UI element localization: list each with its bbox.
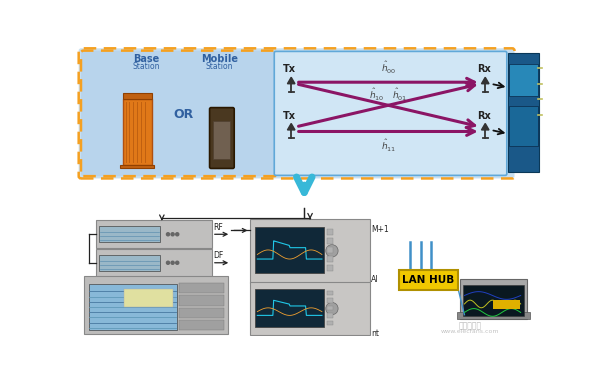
FancyBboxPatch shape	[89, 284, 177, 330]
Text: DF: DF	[214, 251, 224, 261]
Text: Rx: Rx	[477, 64, 491, 75]
FancyBboxPatch shape	[124, 288, 172, 307]
Text: 电子发烧友: 电子发烧友	[458, 321, 482, 330]
FancyBboxPatch shape	[327, 313, 333, 317]
Polygon shape	[482, 77, 489, 84]
Circle shape	[175, 261, 179, 264]
FancyBboxPatch shape	[81, 51, 276, 176]
FancyBboxPatch shape	[327, 256, 333, 262]
Text: www.elecfans.com: www.elecfans.com	[440, 329, 499, 334]
FancyBboxPatch shape	[123, 99, 152, 165]
FancyBboxPatch shape	[250, 219, 370, 283]
FancyBboxPatch shape	[327, 306, 333, 310]
Polygon shape	[287, 124, 295, 130]
FancyBboxPatch shape	[493, 300, 520, 310]
FancyBboxPatch shape	[463, 285, 524, 316]
FancyBboxPatch shape	[179, 308, 224, 318]
Circle shape	[175, 233, 179, 236]
FancyBboxPatch shape	[399, 270, 457, 290]
Circle shape	[325, 245, 338, 257]
FancyBboxPatch shape	[179, 296, 224, 305]
Circle shape	[325, 302, 338, 315]
Text: RF: RF	[214, 223, 223, 232]
FancyBboxPatch shape	[327, 229, 333, 235]
FancyBboxPatch shape	[96, 221, 212, 248]
FancyBboxPatch shape	[509, 106, 538, 146]
Circle shape	[171, 233, 174, 236]
Text: $\hat{h}_{01}$: $\hat{h}_{01}$	[392, 87, 407, 103]
Text: $\hat{h}_{10}$: $\hat{h}_{10}$	[369, 87, 384, 103]
FancyBboxPatch shape	[457, 313, 530, 319]
Polygon shape	[482, 124, 489, 130]
Text: Base: Base	[133, 54, 160, 64]
Circle shape	[166, 261, 169, 264]
FancyBboxPatch shape	[327, 247, 333, 253]
FancyBboxPatch shape	[120, 165, 154, 169]
Text: Station: Station	[206, 61, 234, 70]
FancyBboxPatch shape	[460, 279, 527, 319]
Circle shape	[166, 233, 169, 236]
FancyBboxPatch shape	[255, 227, 324, 273]
FancyBboxPatch shape	[250, 282, 370, 335]
FancyBboxPatch shape	[79, 48, 514, 178]
FancyBboxPatch shape	[274, 51, 507, 175]
Text: AI: AI	[371, 275, 379, 284]
Text: $\hat{h}_{00}$: $\hat{h}_{00}$	[381, 60, 396, 76]
Polygon shape	[287, 77, 295, 84]
Text: nt: nt	[371, 329, 379, 337]
FancyBboxPatch shape	[209, 107, 234, 169]
Text: Tx: Tx	[283, 111, 296, 121]
FancyBboxPatch shape	[85, 276, 227, 334]
Text: LAN HUB: LAN HUB	[402, 275, 454, 285]
FancyBboxPatch shape	[327, 291, 333, 295]
FancyBboxPatch shape	[327, 321, 333, 325]
FancyBboxPatch shape	[214, 121, 231, 159]
Text: Mobile: Mobile	[201, 54, 238, 64]
FancyBboxPatch shape	[509, 64, 538, 96]
FancyBboxPatch shape	[99, 226, 160, 242]
Text: $\hat{h}_{11}$: $\hat{h}_{11}$	[381, 138, 396, 154]
FancyBboxPatch shape	[255, 289, 324, 327]
Text: Tx: Tx	[283, 64, 296, 75]
Text: M+1: M+1	[371, 225, 389, 234]
FancyBboxPatch shape	[123, 93, 152, 99]
FancyBboxPatch shape	[508, 53, 539, 172]
Text: Station: Station	[132, 61, 160, 70]
FancyBboxPatch shape	[327, 265, 333, 271]
Circle shape	[171, 261, 174, 264]
FancyBboxPatch shape	[327, 298, 333, 302]
Text: Rx: Rx	[477, 111, 491, 121]
FancyBboxPatch shape	[99, 255, 160, 271]
FancyBboxPatch shape	[96, 249, 212, 277]
FancyBboxPatch shape	[327, 238, 333, 244]
Text: OR: OR	[173, 108, 194, 121]
FancyBboxPatch shape	[179, 283, 224, 293]
FancyBboxPatch shape	[179, 320, 224, 330]
